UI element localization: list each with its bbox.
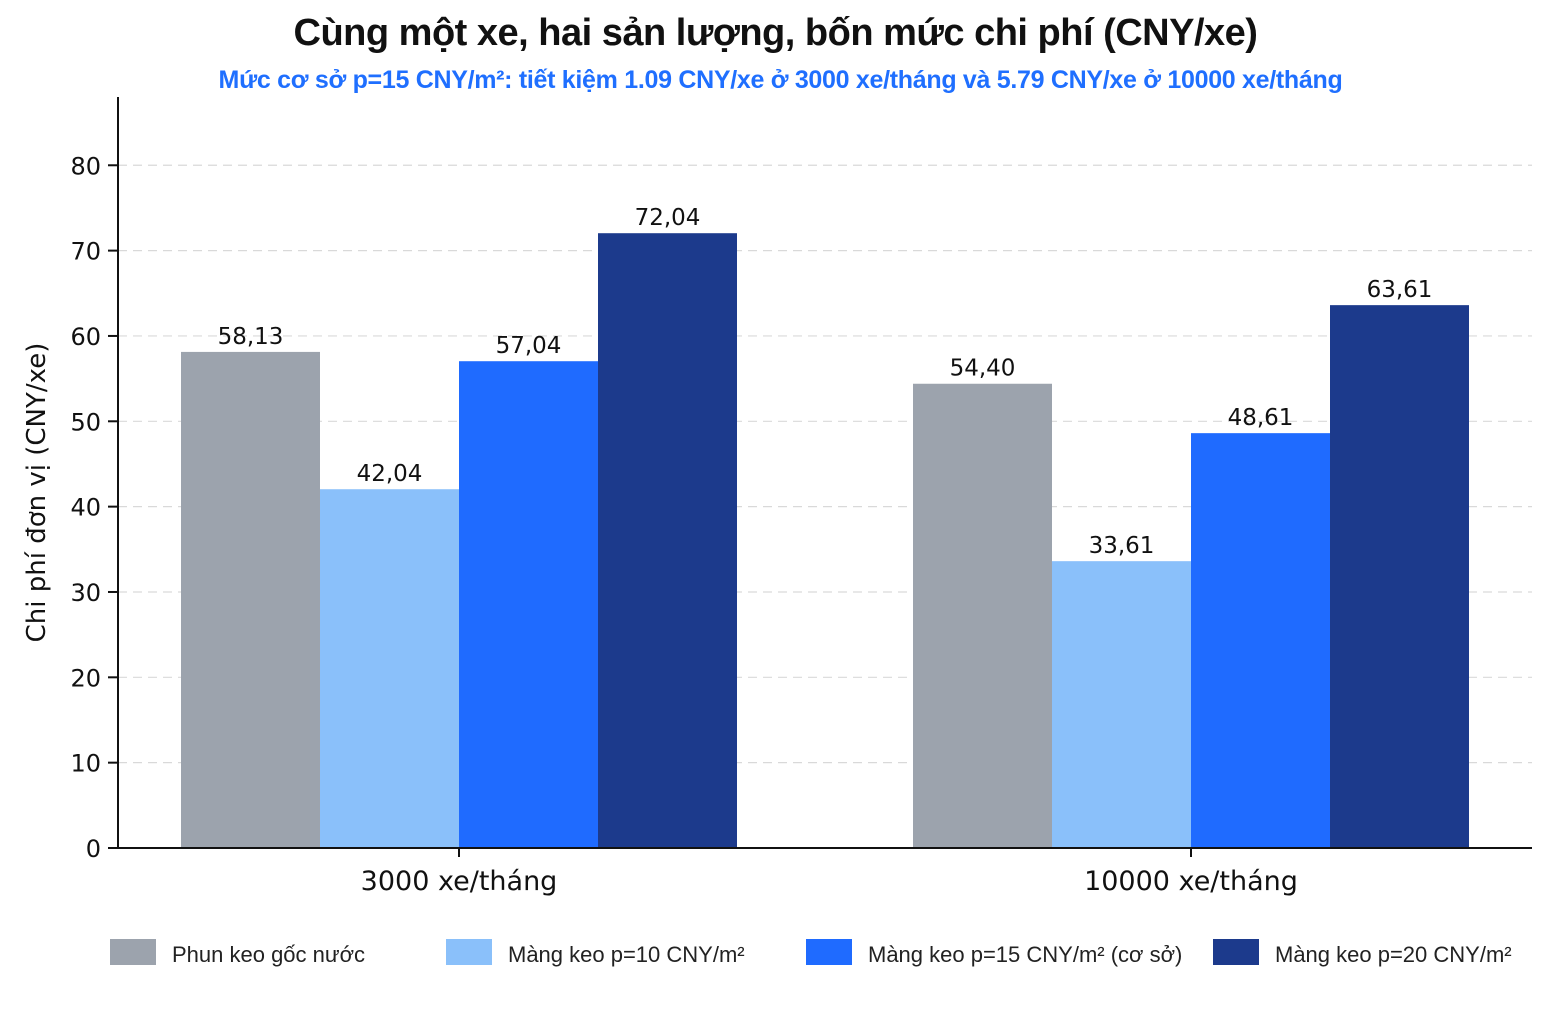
data-label-1-4: 72,04 (635, 205, 701, 231)
y-tick-label-40: 40 (70, 494, 101, 522)
y-tick-label-30: 30 (70, 579, 101, 607)
data-label-2-3: 48,61 (1228, 405, 1294, 431)
data-label-2-4: 63,61 (1367, 277, 1433, 303)
chart-title: Cùng một xe, hai sản lượng, bốn mức chi … (293, 12, 1258, 54)
bars (181, 233, 1469, 848)
y-tick-label-70: 70 (70, 238, 101, 266)
legend-label-3: Màng keo p=15 CNY/m² (cơ sở) (868, 942, 1182, 967)
data-label-2-1: 54,40 (950, 356, 1016, 382)
y-tick-label-60: 60 (70, 323, 101, 351)
bar-1-2 (320, 489, 459, 848)
labels: 0 10 20 30 40 50 60 70 80 58,13 42,04 57,04 72,04 300… (22, 152, 1432, 897)
legend-swatch-3 (806, 939, 852, 965)
legend-label-2: Màng keo p=10 CNY/m² (508, 942, 745, 967)
bar-1-3 (459, 361, 598, 848)
bar-1-4 (598, 233, 737, 848)
y-tick-label-0: 0 (86, 835, 101, 863)
data-label-2-2: 33,61 (1089, 533, 1155, 559)
legend: Phun keo gốc nước Màng keo p=10 CNY/m² Màn… (110, 939, 1512, 967)
y-tick-label-10: 10 (70, 750, 101, 778)
axes (108, 97, 1532, 857)
legend-label-1: Phun keo gốc nước (172, 942, 365, 967)
data-label-1-3: 57,04 (496, 333, 562, 359)
x-category-label-1: 3000 xe/tháng (361, 866, 558, 897)
bar-2-2 (1052, 561, 1191, 848)
bar-2-1 (913, 383, 1052, 848)
y-tick-label-80: 80 (70, 152, 101, 180)
data-label-1-1: 58,13 (218, 324, 284, 350)
bar-1-1 (181, 351, 320, 848)
chart-subtitle: Mức cơ sở p=15 CNY/m²: tiết kiệm 1.09 CN… (218, 66, 1343, 94)
bar-2-4 (1330, 305, 1469, 848)
x-category-label-2: 10000 xe/tháng (1084, 866, 1298, 897)
y-tick-label-20: 20 (70, 664, 101, 692)
y-axis-label: Chi phí đơn vị (CNY/xe) (22, 343, 52, 643)
legend-swatch-1 (110, 939, 156, 965)
data-label-1-2: 42,04 (357, 461, 423, 487)
legend-label-4: Màng keo p=20 CNY/m² (1275, 942, 1512, 967)
bar-2-3 (1191, 433, 1330, 848)
y-tick-label-50: 50 (70, 408, 101, 436)
legend-swatch-4 (1213, 939, 1259, 965)
legend-swatch-2 (446, 939, 492, 965)
